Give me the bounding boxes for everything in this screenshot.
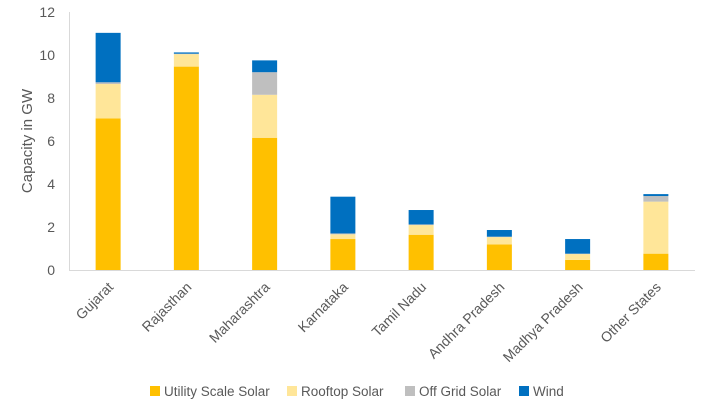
bar-segment-rooftop-solar [252, 94, 278, 138]
y-tick-label: 0 [47, 262, 55, 278]
legend-label: Wind [533, 383, 564, 399]
bars [95, 32, 669, 270]
y-tick-label: 10 [39, 47, 55, 63]
x-tick-label: Maharashtra [206, 279, 273, 346]
bar-segment-wind [95, 32, 121, 83]
y-tick-label: 4 [47, 176, 55, 192]
bar-segment-off-grid-solar [330, 233, 356, 235]
bar-stack-andhra-pradesh [486, 230, 512, 270]
bar-segment-rooftop-solar [95, 84, 121, 119]
x-tick-label: Gujarat [72, 279, 116, 323]
bar-segment-rooftop-solar [486, 237, 512, 245]
legend-item-wind: Wind [519, 381, 564, 401]
bar-segment-wind [330, 196, 356, 234]
x-tick-label: Karnataka [295, 279, 352, 336]
bar-stack-karnataka [330, 196, 356, 270]
bar-stack-gujarat [95, 32, 121, 270]
bar-stack-tamil-nadu [408, 210, 434, 270]
bar-segment-off-grid-solar [252, 72, 278, 95]
bar-segment-wind [252, 60, 278, 73]
bar-segment-utility-scale-solar [330, 239, 356, 270]
bar-segment-rooftop-solar [565, 254, 591, 260]
stacked-bar-chart: 0 2 4 6 8 10 12 Capacity in GW Gujarat Rajastha… [19, 4, 695, 365]
bar-segment-rooftop-solar [408, 225, 434, 235]
legend-swatch-icon [405, 386, 415, 396]
bar-segment-utility-scale-solar [408, 234, 434, 270]
bar-segment-utility-scale-solar [565, 259, 591, 270]
bar-segment-wind [565, 239, 591, 254]
bar-segment-utility-scale-solar [173, 66, 199, 270]
y-tick-label: 2 [47, 219, 55, 235]
y-tick-label: 12 [39, 4, 55, 20]
bar-segment-wind [486, 230, 512, 237]
bar-segment-wind [173, 52, 199, 54]
y-tick-label: 8 [47, 90, 55, 106]
bar-stack-maharashtra [252, 60, 278, 270]
legend-swatch-icon [519, 386, 529, 396]
x-axis-labels: Gujarat Rajasthan Maharashtra Karnataka Tami… [72, 279, 664, 365]
legend-label: Utility Scale Solar [164, 383, 270, 399]
x-tick-label: Andhra Pradesh [425, 279, 508, 362]
legend-label: Off Grid Solar [419, 383, 502, 399]
bar-segment-off-grid-solar [408, 224, 434, 226]
bar-stack-other-states [643, 194, 669, 270]
x-tick-label: Other States [597, 279, 664, 346]
bar-stack-madhya-pradesh [565, 239, 591, 270]
legend-swatch-icon [287, 386, 297, 396]
x-tick-label: Rajasthan [139, 279, 195, 335]
bar-segment-off-grid-solar [95, 82, 121, 85]
x-tick-label: Tamil Nadu [368, 279, 429, 340]
bar-segment-off-grid-solar [643, 196, 669, 202]
legend-swatch-icon [150, 386, 160, 396]
bar-segment-rooftop-solar [173, 54, 199, 67]
y-axis: 0 2 4 6 8 10 12 [39, 4, 55, 278]
bar-segment-utility-scale-solar [95, 118, 121, 270]
y-tick-label: 6 [47, 133, 55, 149]
bar-segment-rooftop-solar [330, 234, 356, 240]
bar-stack-rajasthan [173, 52, 199, 270]
bar-segment-wind [408, 210, 434, 225]
x-tick-label: Madhya Pradesh [500, 279, 586, 365]
bar-segment-rooftop-solar [643, 201, 669, 254]
bar-segment-utility-scale-solar [486, 244, 512, 270]
legend-label: Rooftop Solar [301, 383, 384, 399]
legend-item-utility-scale-solar: Utility Scale Solar [150, 381, 270, 401]
legend: Utility Scale Solar Rooftop Solar Off Grid… [0, 381, 711, 401]
legend-item-off-grid-solar: Off Grid Solar [405, 381, 501, 401]
bar-segment-utility-scale-solar [252, 137, 278, 270]
y-axis-title: Capacity in GW [19, 88, 36, 193]
bar-segment-wind [643, 194, 669, 197]
legend-item-rooftop-solar: Rooftop Solar [287, 381, 384, 401]
bar-segment-utility-scale-solar [643, 253, 669, 270]
